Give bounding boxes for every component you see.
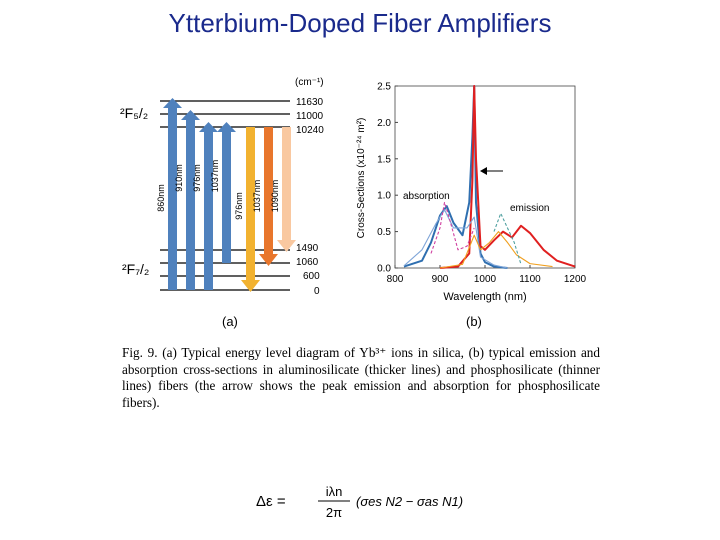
x-tick-label: 1000: [474, 274, 497, 285]
level-value-10240: 10240: [296, 125, 324, 136]
series-line-3: [403, 209, 508, 269]
figure-caption: Fig. 9. (a) Typical energy level diagram…: [122, 345, 600, 410]
level-value-1490: 1490: [296, 243, 319, 254]
figure-9: 860nm 910nm 976nm 1037nm 976nm 1037nm 10…: [120, 77, 587, 330]
equation: Δε = iλn 2π (σes N2 − σas N1): [256, 484, 463, 520]
slide-title: Ytterbium-Doped Fiber Amplifiers: [168, 8, 552, 38]
arrow-label-1037-abs: 1037nm: [210, 160, 220, 193]
x-tick-label: 900: [432, 274, 449, 285]
peak-arrow-head: [480, 167, 487, 175]
plot-frame: [394, 85, 576, 269]
energy-level-diagram: 860nm 910nm 976nm 1037nm 976nm 1037nm 10…: [120, 77, 324, 329]
y-tick-label: 0.5: [377, 227, 391, 238]
panel-b-label: (b): [466, 314, 482, 329]
level-value-11630: 11630: [296, 97, 324, 108]
x-tick-label: 800: [387, 274, 404, 285]
level-value-11000: 11000: [296, 111, 324, 122]
absorption-arrow-976: [204, 132, 213, 290]
equation-lhs: Δε =: [256, 493, 286, 510]
absorption-arrow-910: [186, 120, 195, 290]
arrow-label-976-em: 976nm: [234, 192, 244, 220]
y-tick-label: 0.0: [377, 264, 391, 275]
x-tick-label: 1100: [519, 274, 541, 285]
equation-numerator: iλn: [326, 484, 343, 499]
equation-rhs: (σes N2 − σas N1): [356, 494, 463, 509]
panel-a-label: (a): [222, 314, 238, 329]
level-value-600: 600: [303, 271, 320, 282]
y-axis-label: Cross-Sections (x10⁻²⁴ m²): [356, 118, 367, 239]
arrow-label-1037-em: 1037nm: [252, 180, 262, 213]
emission-arrow-976: [246, 127, 255, 280]
level-value-1060: 1060: [296, 257, 319, 268]
y-tick-label: 1.5: [377, 154, 391, 165]
lower-manifold-label: ²F₇/₂: [122, 261, 149, 277]
y-tick-label: 2.0: [377, 118, 391, 129]
equation-denominator: 2π: [326, 505, 342, 520]
arrow-label-1090-em: 1090nm: [270, 180, 280, 213]
y-tick-label: 1.0: [377, 191, 391, 202]
x-axis-label: Wavelength (nm): [443, 291, 526, 303]
series-line-4: [439, 231, 553, 269]
x-tick-label: 1200: [564, 274, 587, 285]
series-line-5: [430, 201, 475, 254]
emission-arrow-1037: [264, 127, 273, 254]
annotation-emission: emission: [510, 203, 549, 214]
series-line-2: [439, 85, 576, 269]
y-tick-label: 2.5: [377, 82, 391, 93]
unit-label: (cm⁻¹): [295, 77, 324, 88]
annotation-absorption: absorption: [403, 191, 450, 202]
absorption-arrow-1037: [222, 132, 231, 263]
arrow-label-910: 910nm: [174, 164, 184, 192]
absorption-arrow-860: [168, 108, 177, 290]
level-value-0: 0: [314, 286, 320, 297]
cross-section-chart: Cross-Sections (x10⁻²⁴ m²) Wavelength (n…: [356, 82, 587, 330]
arrow-label-976-abs: 976nm: [192, 164, 202, 192]
series-line-6: [493, 212, 522, 265]
upper-manifold-label: ²F₅/₂: [120, 105, 148, 121]
arrow-label-860: 860nm: [156, 184, 166, 212]
emission-arrow-1090: [282, 127, 291, 240]
